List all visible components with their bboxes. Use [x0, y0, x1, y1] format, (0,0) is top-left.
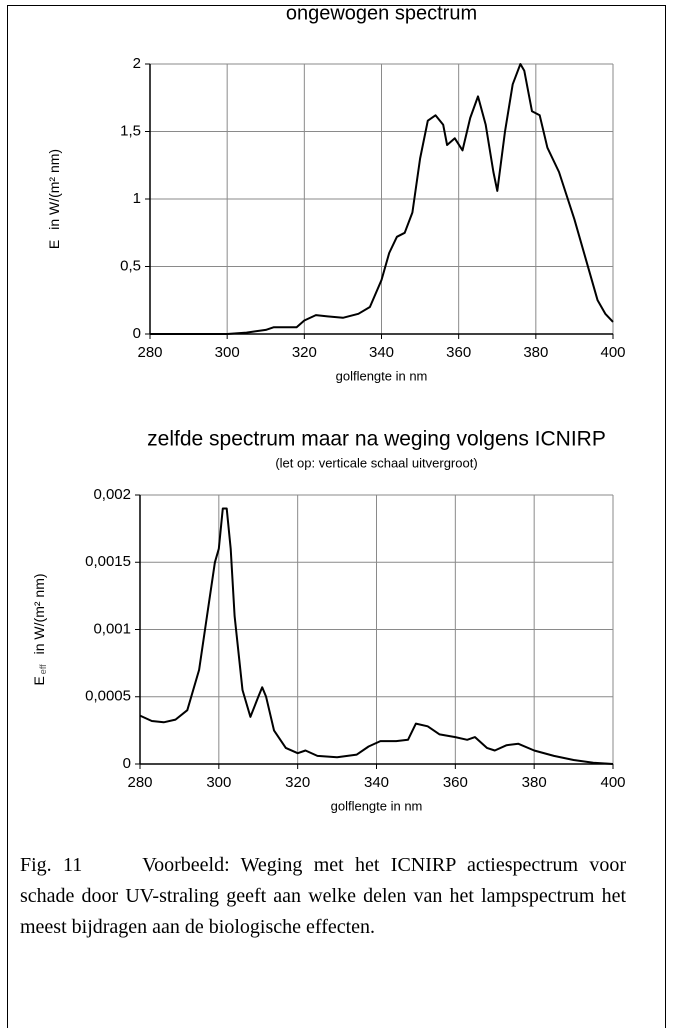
- y-tick-label: 1: [133, 190, 141, 207]
- x-tick-label: 360: [443, 774, 468, 791]
- y-tick-label: 0,0005: [85, 688, 131, 705]
- y-tick-label: 0,002: [93, 486, 131, 503]
- caption: Fig. 11 Voorbeeld: Weging met het ICNIRP …: [20, 850, 626, 943]
- y-label-part: E: [46, 240, 62, 249]
- y-tick-label: 0: [123, 755, 131, 772]
- y-tick-label: 1,5: [120, 122, 141, 139]
- y-axis-label: Eeff in W/(m² nm): [31, 573, 49, 685]
- x-tick-label: 300: [206, 774, 231, 791]
- x-tick-label: 300: [215, 344, 240, 361]
- x-tick-label: 360: [446, 344, 471, 361]
- x-tick-label: 380: [522, 774, 547, 791]
- charts: ongewogen spectrum 0 0,5 1 1,5 2 280 300 320 340 3…: [31, 2, 626, 813]
- x-tick-label: 400: [600, 774, 625, 791]
- x-tick-label: 400: [600, 344, 625, 361]
- x-axis-label: golflengte in nm: [336, 368, 428, 383]
- x-tick-label: 340: [369, 344, 394, 361]
- y-label-subscript: eff: [38, 664, 48, 674]
- y-tick-label: 0,001: [93, 620, 131, 637]
- y-label-part: in W/(m² nm): [46, 149, 62, 230]
- y-axis-label: Ein W/(m² nm): [46, 149, 62, 249]
- caption-label: Fig. 11: [20, 854, 83, 876]
- chart-subtitle: (let op: verticale schaal uitvergroot): [275, 455, 477, 470]
- caption-text: Voorbeeld: Weging met het ICNIRP actiesp…: [20, 854, 627, 938]
- y-tick-label: 2: [133, 55, 141, 72]
- x-tick-label: 320: [292, 344, 317, 361]
- x-tick-label: 280: [137, 344, 162, 361]
- y-tick-label: 0: [133, 325, 141, 342]
- x-tick-label: 320: [285, 774, 310, 791]
- y-label-part: E: [31, 676, 47, 685]
- frame: [7, 5, 666, 1028]
- x-tick-label: 380: [523, 344, 548, 361]
- spectrum-line: [150, 63, 614, 335]
- y-tick-label: 0,5: [120, 257, 141, 274]
- x-tick-label: 280: [127, 774, 152, 791]
- chart-title: ongewogen spectrum: [286, 2, 477, 24]
- spectrum-line: [139, 507, 614, 765]
- y-tick-label: 0,0015: [85, 553, 131, 570]
- x-axis-label: golflengte in nm: [331, 798, 423, 813]
- x-tick-label: 340: [364, 774, 389, 791]
- chart-title: zelfde spectrum maar na weging volgens I…: [147, 428, 606, 451]
- y-label-part: in W/(m² nm): [31, 573, 47, 654]
